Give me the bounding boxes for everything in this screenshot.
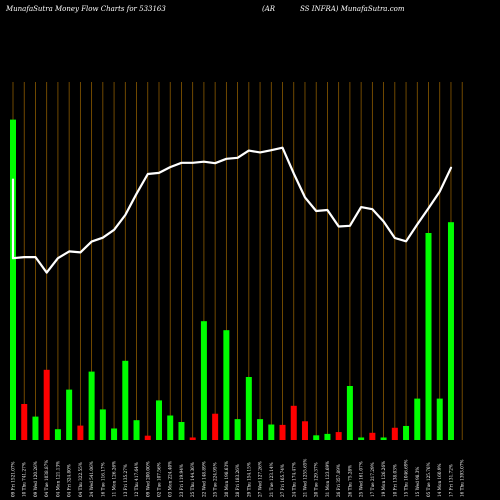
x-tick-label: 04 Mon 121.13% (55, 461, 60, 497)
money-flow-bar (425, 233, 432, 440)
money-flow-bar (189, 437, 196, 440)
money-flow-bar (99, 409, 106, 440)
x-tick-label: 31 Mon 123.69% (325, 461, 330, 497)
money-flow-bar (313, 435, 320, 440)
money-flow-bar (133, 420, 140, 440)
x-tick-label: 10 Thu 741.27% (22, 462, 27, 497)
chart-title-right: SS INFRA) MunafaSutra.com (300, 5, 405, 13)
x-tick-label: 19 Mon 126.26% (381, 461, 386, 497)
money-flow-bar (369, 432, 376, 440)
x-tick-label: 28 Fri 183.26% (235, 464, 240, 497)
money-flow-bar (144, 435, 151, 440)
money-flow-bar (257, 419, 264, 440)
x-tick-label: 12 Thu 417.64% (134, 462, 139, 497)
x-tick-label: 21 Tue 123.14% (269, 462, 274, 497)
chart-title-left: MunafaSutra Money Flow Charts for 533163 (5, 5, 166, 13)
money-flow-bar (324, 433, 331, 440)
money-flow-bar (436, 398, 443, 440)
money-flow-bar (32, 416, 39, 440)
money-flow-bar (88, 371, 95, 440)
x-tick-label: 04 Fri 324.80% (67, 464, 72, 497)
x-tick-label: 29 Thu 154.15% (246, 462, 251, 497)
money-flow-bar (279, 424, 286, 440)
money-flow-bar (122, 360, 129, 440)
x-tick-label: 24 Thu 174.47% (291, 462, 296, 497)
money-flow-bar (212, 413, 219, 440)
money-flow-bar (335, 432, 342, 440)
money-flow-bar (414, 398, 421, 440)
x-tick-label: 13 Fri 135.27% (123, 464, 128, 497)
money-flow-bar (77, 425, 84, 440)
money-flow-bar (43, 369, 50, 440)
x-tick-label: 15 Thu 1046.69% (404, 460, 409, 497)
x-tick-label: 23 Fri 119.94% (179, 464, 184, 497)
x-tick-label: 27 Fri 165.74% (280, 464, 285, 497)
x-tick-label: 16 Thu 1393.07% (460, 460, 465, 497)
x-tick-label: 16 Tue 116.17% (100, 462, 105, 497)
x-tick-label: 03 Mon 224.40% (168, 461, 173, 497)
money-flow-bar (223, 330, 230, 440)
money-flow-bar (346, 386, 353, 440)
money-flow-bar (447, 222, 454, 440)
money-flow-bar (301, 421, 308, 440)
money-flow-bar (268, 424, 275, 440)
x-tick-label: 25 Tue 224.95% (213, 462, 218, 497)
money-flow-bar (358, 437, 365, 440)
money-flow-bar (111, 428, 118, 440)
x-tick-label: 05 Tue 125.76% (426, 462, 431, 497)
x-tick-label: 04 Thu 322.55% (78, 462, 83, 497)
x-tick-label: 09 Fri 1521.07% (11, 461, 16, 497)
x-tick-label: 20 Tue 129.37% (314, 462, 319, 497)
x-tick-label: 25 Thu 144.36% (190, 462, 195, 497)
money-flow-bar (290, 405, 297, 440)
x-tick-label: 24 Wed 541.06% (89, 461, 94, 497)
money-flow-bar (178, 422, 185, 440)
x-tick-label: 26 Fri 357.89% (336, 464, 341, 497)
x-tick-label: 11 Mon 126.26% (112, 461, 117, 497)
chart-title-mid: (AR (262, 5, 276, 13)
money-flow-bar (245, 377, 252, 440)
x-tick-label: 04 Tue 1038.87% (44, 460, 49, 497)
money-flow-bar (66, 389, 73, 440)
x-tick-label: 14 Mon 160.9% (437, 464, 442, 497)
x-tick-label: 09 Wed 200.00% (145, 461, 150, 497)
money-flow-bar (234, 419, 241, 440)
x-tick-label: 15 Wed 98.3% (415, 467, 420, 497)
x-tick-label: 17 Tue 217.29% (370, 462, 375, 497)
x-tick-label: 26 Thu 75.28% (347, 465, 352, 497)
x-tick-label: 27 Wed 127.26% (258, 461, 263, 497)
x-tick-label: 09 Wed 120.26% (33, 461, 38, 497)
money-flow-bar (155, 400, 162, 440)
bar-series (10, 119, 454, 440)
money-flow-bar (10, 119, 16, 440)
money-flow-line (11, 146, 453, 274)
money-flow-bar (200, 321, 207, 440)
x-tick-label: 17 Fri 131.72% (448, 464, 453, 497)
x-tick-label: 25 Wed 161.07% (359, 461, 364, 497)
x-tick-label: 21 Wed 1255.65% (302, 459, 307, 497)
money-flow-bar (391, 427, 398, 440)
money-flow-bar (380, 437, 387, 440)
grid-lines (12, 82, 463, 440)
x-tick-label: 10 Fri 138.03% (392, 464, 397, 497)
money-flow-bar (21, 404, 28, 440)
money-flow-bar (54, 429, 61, 440)
money-flow-bar (403, 425, 410, 440)
x-tick-label: 22 Wed 148.89% (201, 461, 206, 497)
x-tick-label: 20 Mon 198.63% (224, 461, 229, 497)
x-tick-label: 02 Tue 107.56% (156, 462, 161, 497)
x-tick-labels: 09 Fri 1521.07% 10 Thu 741.27% 09 Wed 120.… (11, 459, 465, 497)
money-flow-bar (167, 415, 174, 440)
